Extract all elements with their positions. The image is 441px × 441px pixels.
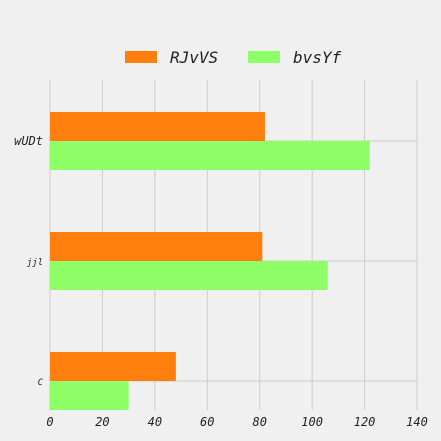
bar-bvsYf-C bbox=[50, 381, 129, 410]
x-tick-label-140: 140 bbox=[406, 415, 428, 429]
legend-label-bvsYf: bvsYf bbox=[293, 48, 342, 67]
bars bbox=[50, 112, 370, 410]
x-tick-label-80: 80 bbox=[252, 415, 266, 429]
x-tick-label-120: 120 bbox=[354, 415, 376, 429]
legend-swatch-bvsYf bbox=[248, 51, 280, 63]
y-category-label-wUDt: wUDt bbox=[14, 134, 43, 148]
x-axis-ticks: 0 20 40 60 80 100 120 140 bbox=[46, 415, 427, 429]
bar-RJvVS-jjl bbox=[50, 232, 263, 261]
x-tick-label-40: 40 bbox=[148, 415, 162, 429]
legend: RJvVS bvsYf bbox=[125, 48, 342, 67]
x-tick-label-20: 20 bbox=[95, 415, 109, 429]
x-tick-label-100: 100 bbox=[301, 415, 323, 429]
legend-label-RJvVS: RJvVS bbox=[170, 48, 218, 67]
bar-bvsYf-wUDt bbox=[50, 141, 370, 170]
bar-RJvVS-C bbox=[50, 352, 176, 381]
bar-bvsYf-jjl bbox=[50, 261, 328, 290]
y-category-label-jjl: jjl bbox=[27, 258, 43, 268]
y-category-label-C: C bbox=[38, 378, 44, 388]
x-tick-label-60: 60 bbox=[200, 415, 214, 429]
y-axis-categories: wUDt jjl C bbox=[14, 134, 43, 388]
legend-swatch-RJvVS bbox=[125, 51, 157, 63]
x-tick-label-0: 0 bbox=[46, 415, 53, 429]
bar-RJvVS-wUDt bbox=[50, 112, 265, 141]
